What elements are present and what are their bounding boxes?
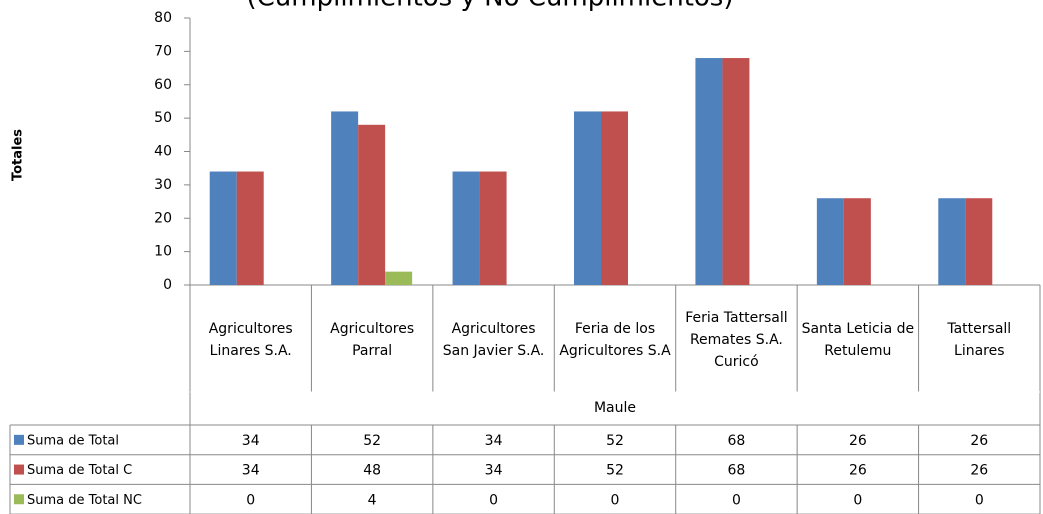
bar bbox=[601, 111, 628, 285]
table-value: 52 bbox=[606, 463, 624, 479]
x-tick-label: Agricultores Linares S.A. bbox=[208, 320, 293, 359]
table-value: 0 bbox=[489, 492, 498, 508]
bar bbox=[385, 271, 413, 285]
bar bbox=[452, 171, 480, 285]
table-value: 52 bbox=[606, 433, 624, 449]
table-value: 0 bbox=[611, 492, 620, 508]
table-value: 52 bbox=[363, 433, 381, 449]
table-value: 0 bbox=[975, 492, 984, 508]
y-tick-label: 70 bbox=[154, 43, 172, 59]
table-value: 34 bbox=[242, 463, 260, 479]
group-label: Maule bbox=[594, 400, 636, 416]
legend-label: Suma de Total C bbox=[27, 463, 132, 478]
bar bbox=[574, 111, 601, 285]
table-value: 26 bbox=[970, 433, 988, 449]
y-tick-label: 50 bbox=[154, 110, 172, 126]
table-value: 48 bbox=[363, 463, 381, 479]
y-axis-label: Totales bbox=[11, 129, 26, 181]
bar bbox=[695, 58, 723, 285]
bar bbox=[236, 171, 264, 285]
x-tick-label: Agricultores San Javier S.A. bbox=[442, 320, 545, 359]
y-tick-label: 10 bbox=[154, 244, 172, 260]
table-value: 34 bbox=[242, 433, 260, 449]
legend-swatch bbox=[14, 494, 24, 505]
table-value: 26 bbox=[849, 433, 867, 449]
table-value: 4 bbox=[368, 492, 377, 508]
x-tick-label: Feria de los Agricultores S.A bbox=[559, 320, 671, 359]
table-value: 34 bbox=[485, 463, 503, 479]
bar bbox=[816, 198, 844, 285]
x-tick-label: Santa Leticia de Retulemu bbox=[801, 320, 915, 359]
bar bbox=[209, 171, 237, 285]
legend-label: Suma de Total bbox=[27, 433, 119, 448]
bar bbox=[938, 198, 966, 285]
bar bbox=[479, 171, 507, 285]
bar bbox=[331, 111, 359, 285]
x-tick-label: Tattersall Linares bbox=[947, 320, 1012, 359]
table-value: 0 bbox=[853, 492, 862, 508]
y-tick-label: 20 bbox=[154, 210, 172, 226]
y-tick-label: 40 bbox=[154, 144, 172, 160]
bar bbox=[843, 198, 871, 285]
chart-title: (Cumplimientos y No Cumplimientos) bbox=[247, 0, 734, 13]
legend-swatch bbox=[14, 464, 24, 475]
y-tick-label: 30 bbox=[154, 177, 172, 193]
x-tick-label: Agricultores Parral bbox=[330, 320, 415, 359]
table-value: 26 bbox=[849, 463, 867, 479]
y-tick-label: 0 bbox=[163, 277, 172, 293]
bar bbox=[965, 198, 993, 285]
table-value: 34 bbox=[485, 433, 503, 449]
table-value: 0 bbox=[732, 492, 741, 508]
table-value: 68 bbox=[728, 433, 746, 449]
table-value: 26 bbox=[970, 463, 988, 479]
bar bbox=[358, 124, 386, 285]
table-value: 68 bbox=[728, 463, 746, 479]
legend-label: Suma de Total NC bbox=[27, 493, 142, 508]
bar bbox=[722, 58, 750, 285]
x-tick-label: Feria Tattersall Remates S.A. Curicó bbox=[685, 309, 788, 370]
y-tick-label: 80 bbox=[154, 10, 172, 26]
table-value: 0 bbox=[246, 492, 255, 508]
legend-swatch bbox=[14, 434, 24, 445]
y-tick-label: 60 bbox=[154, 77, 172, 93]
